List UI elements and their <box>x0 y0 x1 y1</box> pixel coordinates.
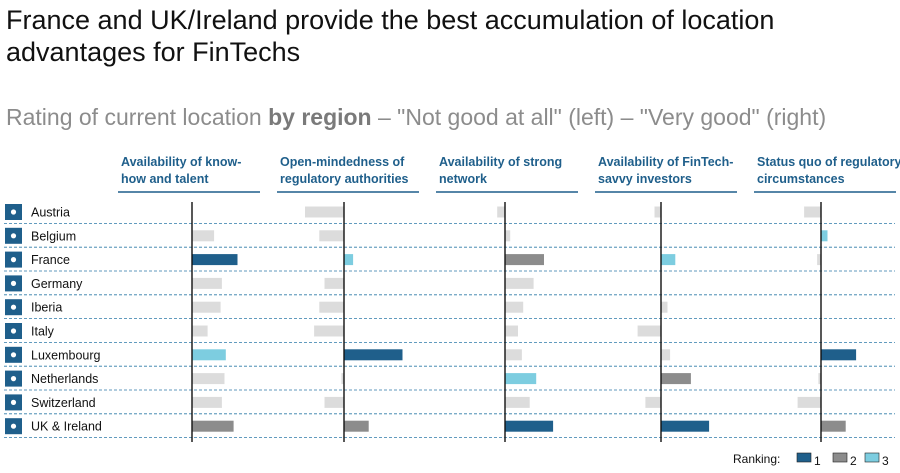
bar <box>192 349 226 361</box>
bar <box>505 301 524 313</box>
panel-title: network <box>439 172 487 186</box>
panel-title: regulatory authorities <box>280 172 409 186</box>
legend: Ranking: 1 2 3 <box>733 452 889 468</box>
subtitle-pre: Rating of current location <box>6 104 269 130</box>
row-label: Netherlands <box>31 372 98 386</box>
legend-swatch <box>864 452 880 463</box>
bar <box>645 396 661 408</box>
panel-title: circumstances <box>757 172 845 186</box>
chart-title: France and UK/Ireland provide the best a… <box>6 5 775 67</box>
bar <box>661 349 671 361</box>
panel: Status quo of regulatory circumstances <box>754 155 900 442</box>
bar <box>654 206 661 218</box>
bar <box>192 277 222 289</box>
legend-label: 2 <box>850 454 857 468</box>
panel: Availability of strong network <box>436 155 578 442</box>
row-marker-dot <box>10 399 17 405</box>
subtitle-bold: by region <box>268 104 372 130</box>
bar <box>505 420 554 432</box>
row-label: France <box>31 253 70 267</box>
panel-title: Availability of FinTech- <box>598 155 733 169</box>
row-label: Switzerland <box>31 396 96 410</box>
bar <box>324 277 344 289</box>
row-marker-dot <box>10 280 17 286</box>
legend-label: 3 <box>882 454 889 468</box>
bar <box>821 349 857 361</box>
subtitle-post: – "Not good at all" (left) – "Very good"… <box>371 104 827 130</box>
row-label: Iberia <box>31 301 62 315</box>
legend-swatch <box>796 452 812 463</box>
legend-title: Ranking: <box>733 452 780 466</box>
row-marker-dot <box>10 257 17 263</box>
bar <box>344 254 354 266</box>
bar <box>341 373 344 385</box>
bar <box>314 325 344 337</box>
bar <box>505 349 522 361</box>
bar <box>637 325 661 337</box>
bar <box>319 301 344 313</box>
bar <box>344 349 403 361</box>
bar <box>505 277 534 289</box>
bar <box>661 301 668 313</box>
bar <box>821 420 846 432</box>
bar <box>505 396 530 408</box>
legend-label: 1 <box>814 454 821 468</box>
row-label: Belgium <box>31 229 76 243</box>
bar <box>192 254 238 266</box>
bar <box>319 230 344 242</box>
panel-title: Availability of strong <box>439 155 562 169</box>
bar <box>817 254 821 266</box>
bar <box>305 206 344 218</box>
bar <box>192 373 225 385</box>
bar <box>821 230 828 242</box>
panel-title: savvy investors <box>598 172 692 186</box>
row-marker-dot <box>10 304 17 310</box>
bar <box>192 230 215 242</box>
rating-chart: Austria Belgium France Germany Iberia Italy Lu… <box>4 155 900 468</box>
bar <box>661 420 710 432</box>
bar <box>804 206 821 218</box>
bar <box>497 206 505 218</box>
row-marker-dot <box>10 328 17 334</box>
bar <box>192 325 208 337</box>
panel: Availability of FinTech-savvy investors <box>595 155 737 442</box>
bar <box>505 373 537 385</box>
bar <box>192 420 234 432</box>
row-label: Austria <box>31 206 70 220</box>
row-label: Germany <box>31 277 83 291</box>
bar <box>324 396 344 408</box>
bar <box>818 373 821 385</box>
row-label: UK & Ireland <box>31 420 102 434</box>
panel-title: Availability of know- <box>121 155 241 169</box>
legend-swatch <box>832 452 848 463</box>
panel-title: how and talent <box>121 172 209 186</box>
bar <box>505 325 518 337</box>
panel: Open-mindedness of regulatory authorities <box>277 155 419 442</box>
row-label: Luxembourg <box>31 348 101 362</box>
panel-title: Open-mindedness of <box>280 155 405 169</box>
bar <box>661 373 691 385</box>
row-marker-dot <box>10 233 17 239</box>
row-marker-dot <box>10 352 17 358</box>
bar <box>661 254 676 266</box>
row-marker-dot <box>10 376 17 382</box>
bar <box>344 420 369 432</box>
bar <box>192 396 222 408</box>
chart-subtitle: Rating of current location by region – "… <box>6 104 886 131</box>
row-label: Italy <box>31 325 55 339</box>
bar <box>797 396 821 408</box>
bar <box>505 254 544 266</box>
panel: Availability of know-how and talent <box>118 155 260 442</box>
row-marker-dot <box>10 423 17 429</box>
bar <box>505 230 511 242</box>
row-marker-dot <box>10 209 17 215</box>
bar <box>192 301 221 313</box>
panel-title: Status quo of regulatory <box>757 155 900 169</box>
